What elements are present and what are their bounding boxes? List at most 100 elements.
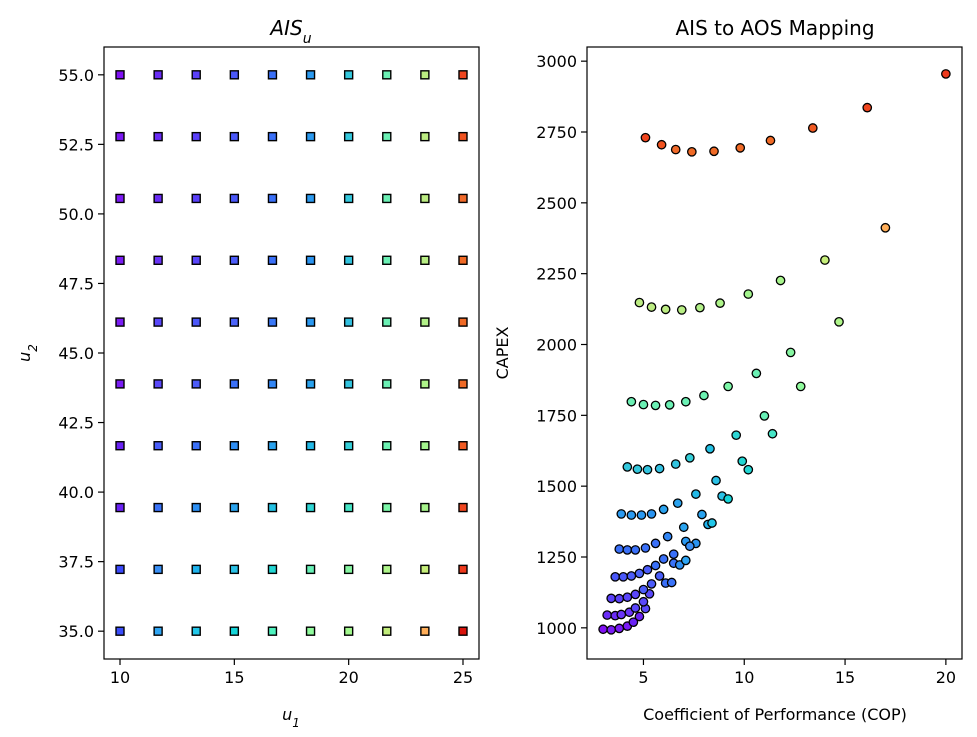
mapping-point — [640, 543, 651, 553]
mapping-point — [715, 298, 725, 308]
mapping-point — [638, 584, 649, 595]
ais-u-point — [458, 131, 468, 142]
y-tick-label: 45.0 — [58, 344, 94, 363]
mapping-point — [650, 400, 661, 411]
mapping-point — [807, 123, 818, 133]
mapping-point — [795, 381, 806, 392]
y-tick-label: 37.5 — [58, 553, 94, 572]
ais-u-point — [115, 70, 125, 80]
mapping-x-ticks: 5 10 15 20 — [638, 659, 956, 687]
y-tick-label: 40.0 — [58, 483, 94, 502]
mapping-point — [759, 411, 770, 421]
mapping-point — [751, 368, 762, 379]
y-tick-label: 2000 — [536, 336, 577, 355]
ais-u-point — [458, 441, 468, 451]
mapping-point — [743, 289, 754, 299]
mapping-y-ticks: 1000 1250 1500 1750 2000 2250 2500 2750 3000 — [536, 52, 587, 638]
mapping-point — [678, 522, 689, 533]
mapping-point — [711, 475, 721, 486]
mapping-point — [834, 316, 844, 327]
ais-u-point — [458, 502, 468, 513]
mapping-point — [636, 510, 647, 520]
ais-u-point — [115, 317, 125, 327]
ais-u-point — [153, 502, 163, 513]
ais-u-point — [305, 626, 316, 636]
ais-u-point — [305, 441, 316, 451]
mapping-point — [697, 509, 707, 520]
ais-u-point — [115, 255, 125, 265]
mapping-point — [642, 564, 653, 575]
mapping-point — [684, 541, 695, 552]
ais-u-point — [382, 131, 392, 142]
ais-u-y-axis-label: u2 — [15, 344, 40, 362]
ais-u-point — [115, 564, 125, 575]
ais-u-point — [458, 255, 468, 265]
x-tick-label: 15 — [835, 668, 855, 687]
ais-u-point — [191, 441, 201, 451]
mapping-point — [880, 222, 891, 233]
y-tick-label: 50.0 — [58, 205, 94, 224]
mapping-point — [638, 596, 649, 607]
y-tick-label: 1000 — [536, 619, 577, 638]
mapping-point — [598, 624, 608, 635]
mapping-point — [640, 132, 651, 143]
ais-u-point — [229, 255, 240, 265]
mapping-point — [616, 609, 627, 620]
mapping-point — [634, 297, 645, 308]
mapping-point — [699, 390, 709, 401]
ais-u-x-axis-label: u1 — [282, 705, 300, 730]
mapping-point — [626, 396, 637, 407]
mapping-point — [664, 399, 675, 410]
ais-u-point — [305, 379, 316, 389]
mapping-point — [765, 135, 776, 146]
ais-u-point — [420, 379, 430, 389]
mapping-point — [680, 555, 691, 566]
ais-u-point — [458, 379, 468, 389]
mapping-point — [622, 462, 633, 472]
mapping-point — [680, 396, 691, 407]
x-tick-label: 5 — [638, 668, 648, 687]
x-tick-label: 10 — [734, 668, 754, 687]
mapping-point — [634, 611, 645, 622]
mapping-point — [646, 509, 657, 519]
mapping-point — [785, 347, 796, 358]
ais-u-point — [343, 502, 354, 513]
y-tick-label: 2750 — [536, 123, 577, 142]
mapping-point — [707, 518, 717, 528]
ais-u-point — [343, 441, 354, 451]
ais-u-point — [343, 255, 354, 265]
mapping-point — [666, 577, 677, 588]
x-tick-label: 15 — [224, 668, 244, 687]
ais-u-point — [267, 379, 278, 389]
mapping-point — [767, 428, 778, 439]
ais-u-point — [382, 255, 392, 265]
ais-u-point — [267, 255, 278, 265]
ais-u-point — [343, 564, 354, 575]
mapping-point — [658, 504, 669, 515]
mapping-point — [684, 452, 695, 463]
ais-u-point — [343, 379, 354, 389]
mapping-point — [660, 304, 671, 315]
ais-u-point — [343, 193, 354, 204]
mapping-point — [606, 593, 617, 604]
ais-u-y-ticks: 35.0 37.5 40.0 42.5 45.0 47.5 50.0 52.5 55.0 — [58, 66, 104, 641]
ais-u-point — [382, 70, 392, 80]
mapping-point — [820, 255, 830, 265]
ais-u-point — [191, 626, 201, 636]
ais-u-point — [382, 502, 392, 513]
mapping-point — [610, 571, 621, 582]
mapping-point — [630, 545, 641, 555]
ais-u-point — [191, 255, 201, 265]
mapping-point — [658, 554, 669, 564]
y-tick-label: 35.0 — [58, 622, 94, 641]
ais-u-point — [115, 502, 125, 513]
y-tick-label: 3000 — [536, 52, 577, 71]
mapping-point — [737, 456, 748, 467]
ais-u-point — [153, 255, 163, 265]
ais-u-point — [115, 131, 125, 142]
ais-u-point — [153, 193, 163, 204]
ais-u-point — [267, 564, 278, 575]
mapping-point — [654, 463, 665, 474]
y-tick-label: 42.5 — [58, 414, 94, 433]
ais-u-point — [267, 193, 278, 204]
